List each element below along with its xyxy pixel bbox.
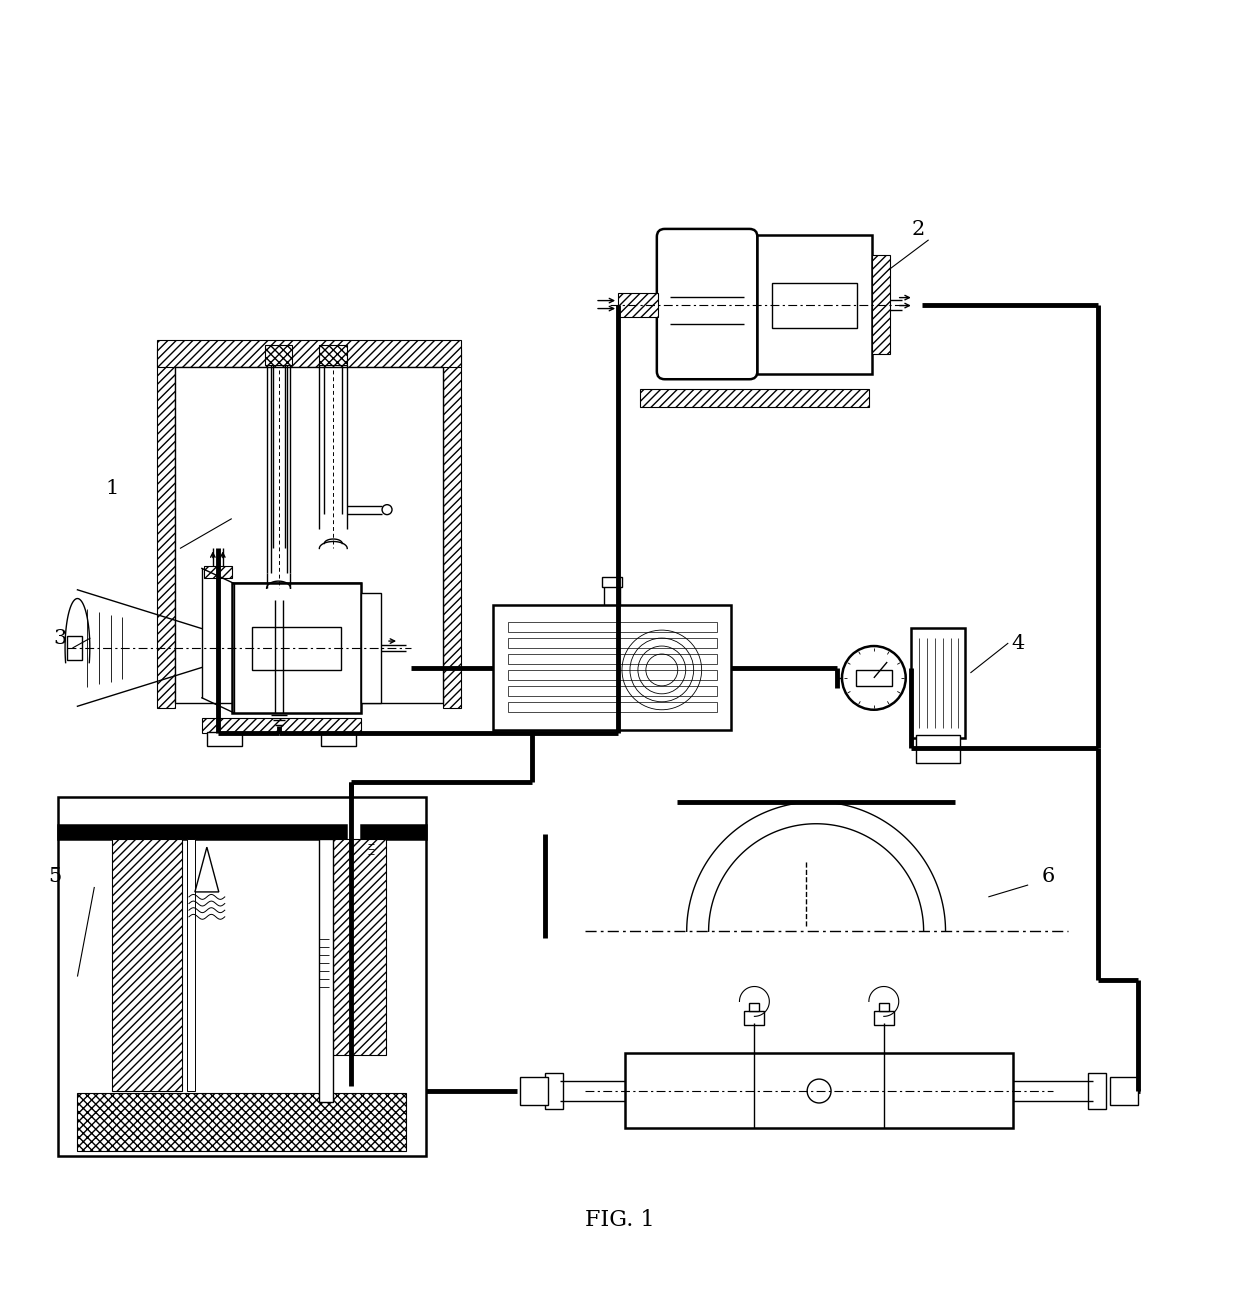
- Bar: [744, 1011, 764, 1025]
- Text: 3: 3: [53, 629, 67, 647]
- Bar: [915, 735, 961, 763]
- Bar: [320, 345, 347, 365]
- Bar: [758, 281, 872, 306]
- Bar: [758, 235, 872, 374]
- Bar: [603, 577, 622, 587]
- Bar: [507, 638, 717, 647]
- Bar: [321, 731, 356, 746]
- Bar: [758, 305, 872, 328]
- Bar: [67, 636, 82, 661]
- Text: 1: 1: [105, 479, 119, 498]
- Bar: [203, 566, 232, 578]
- Bar: [749, 1003, 759, 1011]
- Bar: [443, 349, 461, 708]
- Bar: [618, 293, 658, 317]
- Bar: [758, 235, 872, 260]
- Bar: [758, 259, 872, 283]
- Bar: [856, 670, 892, 685]
- Bar: [507, 670, 717, 680]
- Bar: [232, 608, 361, 636]
- Bar: [175, 368, 443, 702]
- Bar: [361, 825, 425, 840]
- Bar: [232, 583, 361, 713]
- Bar: [232, 685, 361, 713]
- Bar: [232, 582, 361, 610]
- Bar: [361, 594, 381, 702]
- Bar: [507, 702, 717, 712]
- Bar: [758, 327, 872, 352]
- Bar: [910, 628, 966, 738]
- Bar: [57, 798, 425, 1156]
- Bar: [872, 255, 890, 354]
- FancyBboxPatch shape: [657, 229, 758, 379]
- Bar: [157, 349, 175, 708]
- Bar: [202, 718, 361, 732]
- Bar: [207, 731, 242, 746]
- Bar: [874, 1011, 894, 1025]
- Bar: [1110, 1076, 1137, 1105]
- Bar: [157, 340, 461, 368]
- Bar: [264, 345, 293, 365]
- Bar: [187, 840, 195, 1091]
- Bar: [521, 1076, 548, 1105]
- Bar: [77, 1093, 405, 1151]
- Bar: [492, 606, 732, 730]
- Bar: [320, 840, 334, 1101]
- Bar: [1087, 1073, 1106, 1109]
- Bar: [232, 634, 361, 661]
- Bar: [640, 390, 869, 407]
- Bar: [546, 1073, 563, 1109]
- Bar: [331, 840, 386, 1056]
- Circle shape: [842, 646, 905, 710]
- Bar: [879, 1003, 889, 1011]
- Text: 5: 5: [48, 867, 61, 887]
- Bar: [57, 825, 346, 840]
- Bar: [758, 351, 872, 374]
- Text: 4: 4: [1012, 633, 1024, 653]
- Bar: [252, 627, 341, 670]
- Bar: [507, 623, 717, 632]
- Bar: [507, 654, 717, 664]
- Text: 6: 6: [1042, 867, 1055, 887]
- Bar: [625, 1053, 1013, 1127]
- Bar: [507, 685, 717, 696]
- Text: FIG. 1: FIG. 1: [585, 1210, 655, 1231]
- Bar: [232, 661, 361, 687]
- Text: 2: 2: [913, 221, 925, 239]
- Bar: [773, 283, 857, 328]
- Bar: [113, 840, 182, 1091]
